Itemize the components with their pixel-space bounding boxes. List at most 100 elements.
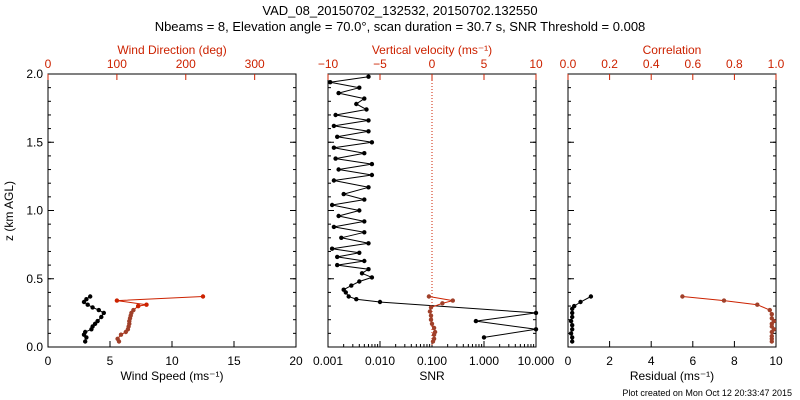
data-point (362, 230, 367, 235)
data-point (101, 310, 107, 316)
data-point (329, 246, 335, 251)
data-point (354, 101, 359, 107)
data-point (578, 299, 583, 305)
data-point (362, 219, 367, 224)
figure-title-line1: VAD_08_20150702_132532, 20150702.132550 (262, 3, 537, 18)
x-top-tick-label: 0.0 (560, 57, 577, 71)
data-point (769, 312, 774, 317)
data-point (366, 241, 371, 246)
data-point (362, 197, 367, 202)
data-point (769, 333, 774, 339)
data-point (329, 202, 335, 208)
data-point (570, 314, 575, 320)
x-top-tick-label: 0.4 (643, 57, 660, 71)
data-point (570, 310, 575, 316)
x-top-tick-label: −10 (318, 57, 339, 71)
y-axis-label: z (km AGL) (2, 181, 16, 241)
data-point (341, 191, 346, 197)
data-point (331, 224, 337, 230)
x-bottom-tick-label: 4 (648, 354, 655, 368)
data-point (428, 313, 434, 318)
data-point (369, 172, 375, 178)
x-top-tick-label: −5 (373, 57, 387, 71)
x-bottom-tick-label: 0.001 (313, 354, 343, 368)
data-point (362, 258, 367, 264)
data-point (331, 178, 337, 183)
x-bottom-tick-label: 0 (45, 354, 52, 368)
data-point (426, 294, 432, 299)
data-point (85, 302, 90, 307)
x-top-tick-label: 0.6 (684, 57, 701, 71)
data-point (331, 123, 337, 129)
data-point (366, 129, 371, 134)
data-point (767, 307, 772, 313)
x-bottom-tick-label: 2 (606, 354, 613, 368)
data-point (84, 297, 89, 302)
x-bottom-tick-label: 10.000 (518, 354, 555, 368)
data-point (357, 250, 362, 255)
data-point (95, 318, 100, 324)
x-bottom-tick-label: 10 (769, 354, 783, 368)
x-bottom-tick-label: 0.010 (365, 354, 395, 368)
data-point (588, 294, 594, 299)
x-bottom-tick-label: 1.000 (469, 354, 499, 368)
data-point (432, 329, 438, 335)
data-point (570, 335, 575, 340)
data-point (96, 307, 102, 313)
data-point (335, 134, 340, 139)
data-point (357, 208, 362, 213)
data-point (450, 298, 455, 303)
data-point (377, 299, 383, 305)
data-point (533, 327, 539, 332)
x-top-tick-label: 0 (45, 57, 52, 71)
data-point (428, 317, 434, 322)
data-point (769, 316, 774, 321)
x-bottom-tick-label: 0.100 (417, 354, 447, 368)
data-point (341, 287, 346, 292)
series-line (116, 296, 204, 307)
data-point (366, 118, 371, 123)
panel-3: 0 2 4 6 8 10 Residual (ms⁻¹) 0.0 0.2 0.4 0.6 0.8 1.0… (560, 43, 785, 383)
plot-created-stamp: Plot created on Mon Oct 12 20:33:47 2015 (622, 388, 792, 398)
x-top-tick-label: 10 (529, 57, 543, 71)
figure-title-line2: Nbeams = 8, Elevation angle = 70.0°, sca… (155, 19, 646, 34)
y-tick-label: 0.0 (26, 340, 43, 354)
data-point (131, 307, 136, 313)
data-point (328, 80, 333, 85)
series-line (682, 296, 775, 342)
data-point (568, 318, 574, 324)
data-point (570, 339, 575, 344)
x-bottom-tick-label: 5 (107, 354, 114, 368)
data-point (99, 314, 104, 320)
panel-2: 0.001 0.010 0.100 1.000 10.000 SNR −10 −5 0 5 10 Ve… (313, 43, 555, 383)
data-point (349, 283, 354, 288)
x-bottom-axis-label: SNR (419, 369, 445, 383)
data-point (354, 297, 359, 302)
data-point (90, 305, 95, 310)
x-top-tick-label: 1.0 (768, 57, 785, 71)
data-point (369, 161, 375, 167)
data-point (440, 301, 445, 306)
data-point (144, 302, 149, 307)
x-top-tick-label: 100 (107, 57, 127, 71)
data-point (366, 74, 371, 79)
data-point (570, 323, 575, 328)
data-point (680, 294, 685, 299)
y-tick-label: 0.5 (26, 272, 43, 286)
x-top-tick-label: 200 (176, 57, 196, 71)
x-bottom-tick-label: 6 (689, 354, 696, 368)
data-point (333, 156, 338, 161)
data-point (481, 335, 487, 340)
data-point (335, 254, 340, 260)
x-bottom-tick-label: 0 (565, 354, 572, 368)
x-bottom-tick-label: 8 (731, 354, 738, 368)
data-point (88, 294, 93, 299)
data-point (83, 329, 88, 335)
data-point (200, 294, 206, 299)
data-point (570, 327, 575, 332)
data-point (83, 339, 88, 344)
data-point (336, 213, 341, 219)
data-point (429, 321, 435, 326)
data-point (431, 336, 437, 341)
